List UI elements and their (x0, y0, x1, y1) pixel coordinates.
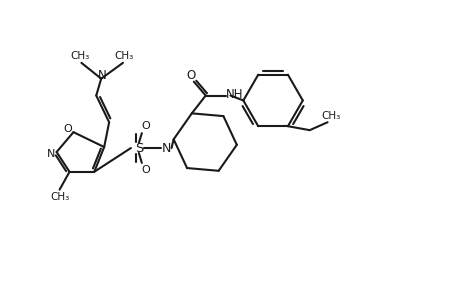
Text: CH₃: CH₃ (50, 192, 69, 202)
Text: O: O (186, 69, 195, 82)
Text: O: O (63, 124, 72, 134)
Text: CH₃: CH₃ (320, 111, 339, 121)
Text: CH₃: CH₃ (114, 51, 133, 61)
Text: N: N (162, 142, 171, 154)
Text: S: S (134, 142, 143, 154)
Text: O: O (141, 121, 150, 131)
Text: O: O (141, 165, 150, 175)
Text: N: N (98, 69, 106, 82)
Text: CH₃: CH₃ (71, 51, 90, 61)
Text: NH: NH (225, 88, 243, 101)
Text: N: N (46, 149, 55, 159)
